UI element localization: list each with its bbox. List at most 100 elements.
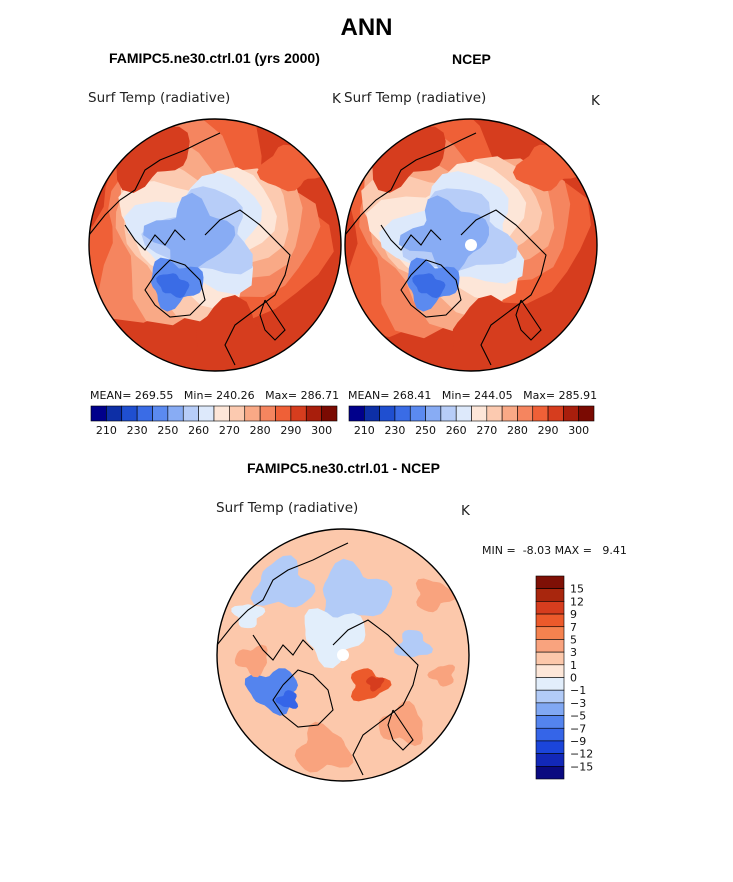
colorbar-tick-label: 260 bbox=[188, 424, 209, 437]
panel1-units-label: K bbox=[332, 91, 341, 107]
map-fill bbox=[345, 119, 597, 371]
colorbar-swatch bbox=[535, 740, 565, 754]
coastline-greenland bbox=[400, 259, 462, 318]
min-value: -8.03 bbox=[522, 544, 552, 557]
diff-positive-patch bbox=[378, 701, 423, 746]
panel2-stats: MEAN= 268.41 Min= 244.05 Max= 285.91 bbox=[348, 389, 597, 402]
colorbar-tick-label: −5 bbox=[570, 710, 586, 723]
colorbar-swatch bbox=[535, 766, 565, 780]
arctic-cold-core bbox=[143, 192, 236, 273]
colorbar-swatch bbox=[198, 405, 215, 422]
panel1-stats: MEAN= 269.55 Min= 240.26 Max= 286.71 bbox=[90, 389, 339, 402]
panel2-units-label: K bbox=[591, 93, 600, 109]
colorbar-tick-label: 9 bbox=[570, 608, 577, 621]
colorbar-tick-label: 300 bbox=[311, 424, 332, 437]
colorbar-swatch bbox=[535, 613, 565, 628]
max-label: MAX = bbox=[554, 544, 592, 557]
colorbar-swatch bbox=[486, 405, 503, 422]
colorbar-swatch bbox=[532, 405, 549, 422]
panel1-colorbar: 210 230 250 260 270 280 290 300 bbox=[90, 405, 338, 437]
colorbar-swatch bbox=[90, 405, 107, 422]
colorbar-swatch bbox=[229, 405, 246, 422]
max-value: 285.91 bbox=[558, 389, 598, 402]
colorbar-swatch bbox=[213, 405, 230, 422]
panel3-subtitle: FAMIPC5.ne30.ctrl.01 - NCEP bbox=[247, 460, 440, 476]
diff-positive-patch bbox=[234, 644, 268, 678]
map-fill bbox=[89, 119, 341, 371]
colorbar-tick-label: −12 bbox=[570, 748, 593, 761]
colorbar-tick-label: 270 bbox=[219, 424, 240, 437]
coastline-eurasia bbox=[332, 619, 419, 776]
panel2-map bbox=[344, 118, 598, 372]
colorbar-swatch bbox=[535, 639, 565, 653]
colorbar-swatch bbox=[535, 753, 565, 767]
colorbar-swatch bbox=[455, 405, 472, 422]
greenland-ice-sheet bbox=[156, 273, 190, 299]
colorbar-swatch bbox=[563, 405, 579, 422]
colorbar-swatch bbox=[440, 405, 457, 422]
colorbar-tick-label: 260 bbox=[446, 424, 467, 437]
max-value: 286.71 bbox=[300, 389, 340, 402]
coastline-scandinavia bbox=[515, 299, 542, 341]
colorbar-tick-label: 230 bbox=[127, 424, 148, 437]
map-fill bbox=[217, 529, 469, 781]
colorbar-swatch bbox=[535, 689, 565, 704]
panel3-minmax: MIN = -8.03 MAX = 9.41 bbox=[482, 544, 627, 557]
panel3-variable-label: Surf Temp (radiative) bbox=[216, 500, 359, 516]
colorbar-swatch bbox=[471, 405, 488, 422]
coastline-scandinavia bbox=[259, 299, 286, 341]
map-border bbox=[216, 528, 470, 782]
coastline-north-america bbox=[345, 132, 477, 236]
map-border bbox=[344, 118, 598, 372]
colorbar-tick-label: 270 bbox=[476, 424, 497, 437]
colorbar-swatch bbox=[535, 715, 565, 729]
colorbar-swatch bbox=[364, 405, 380, 422]
colorbar-swatch bbox=[517, 405, 534, 422]
colorbar-swatch bbox=[290, 405, 307, 422]
pole-hole bbox=[337, 649, 349, 661]
colorbar-tick-label: 250 bbox=[415, 424, 436, 437]
colorbar-tick-label: −3 bbox=[570, 697, 586, 710]
colorbar-tick-label: 1 bbox=[570, 659, 577, 672]
colorbar-tick-label: 280 bbox=[507, 424, 528, 437]
coastline-arctic-islands bbox=[380, 224, 442, 251]
colorbar-swatch bbox=[394, 405, 411, 422]
colorbar-tick-label: 5 bbox=[570, 633, 577, 646]
colorbar-swatch bbox=[182, 405, 199, 422]
greenland-ice-sheet bbox=[412, 273, 446, 299]
colorbar-tick-label: 290 bbox=[280, 424, 301, 437]
panel1-variable-label: Surf Temp (radiative) bbox=[88, 90, 231, 106]
coastline-eurasia bbox=[460, 209, 547, 366]
colorbar-tick-label: −7 bbox=[570, 722, 586, 735]
max-label: Max= bbox=[523, 389, 556, 402]
colorbar-swatch bbox=[152, 405, 169, 422]
map-border bbox=[88, 118, 342, 372]
panel1-map bbox=[88, 118, 342, 372]
colorbar-swatch bbox=[535, 626, 565, 640]
colorbar-tick-label: −15 bbox=[570, 760, 593, 773]
colorbar-tick-label: 15 bbox=[570, 583, 584, 596]
max-value: 9.41 bbox=[602, 544, 627, 557]
colorbar-swatch bbox=[244, 405, 261, 422]
colorbar-swatch bbox=[501, 405, 518, 422]
colorbar-swatch bbox=[321, 405, 338, 422]
panel3-map bbox=[216, 528, 470, 782]
colorbar-swatch bbox=[409, 405, 426, 422]
colorbar-swatch bbox=[535, 677, 565, 691]
coastline-greenland bbox=[144, 259, 206, 318]
diff-negative-patch bbox=[231, 604, 266, 629]
coastline-greenland bbox=[272, 669, 334, 728]
colorbar-swatch bbox=[379, 405, 396, 422]
colorbar-swatch bbox=[259, 405, 276, 422]
colorbar-swatch bbox=[535, 651, 565, 666]
panel1-subtitle: FAMIPC5.ne30.ctrl.01 (yrs 2000) bbox=[109, 50, 320, 66]
colorbar-tick-label: 230 bbox=[384, 424, 405, 437]
colorbar-tick-label: 290 bbox=[538, 424, 559, 437]
colorbar-tick-label: 3 bbox=[570, 646, 577, 659]
colorbar-tick-label: 210 bbox=[96, 424, 117, 437]
min-label: MIN = bbox=[482, 544, 516, 557]
min-label: Min= bbox=[183, 389, 213, 402]
panel3-units-label: K bbox=[461, 503, 470, 519]
mean-value: 269.55 bbox=[134, 389, 174, 402]
greenland-strong-negative bbox=[275, 690, 299, 709]
